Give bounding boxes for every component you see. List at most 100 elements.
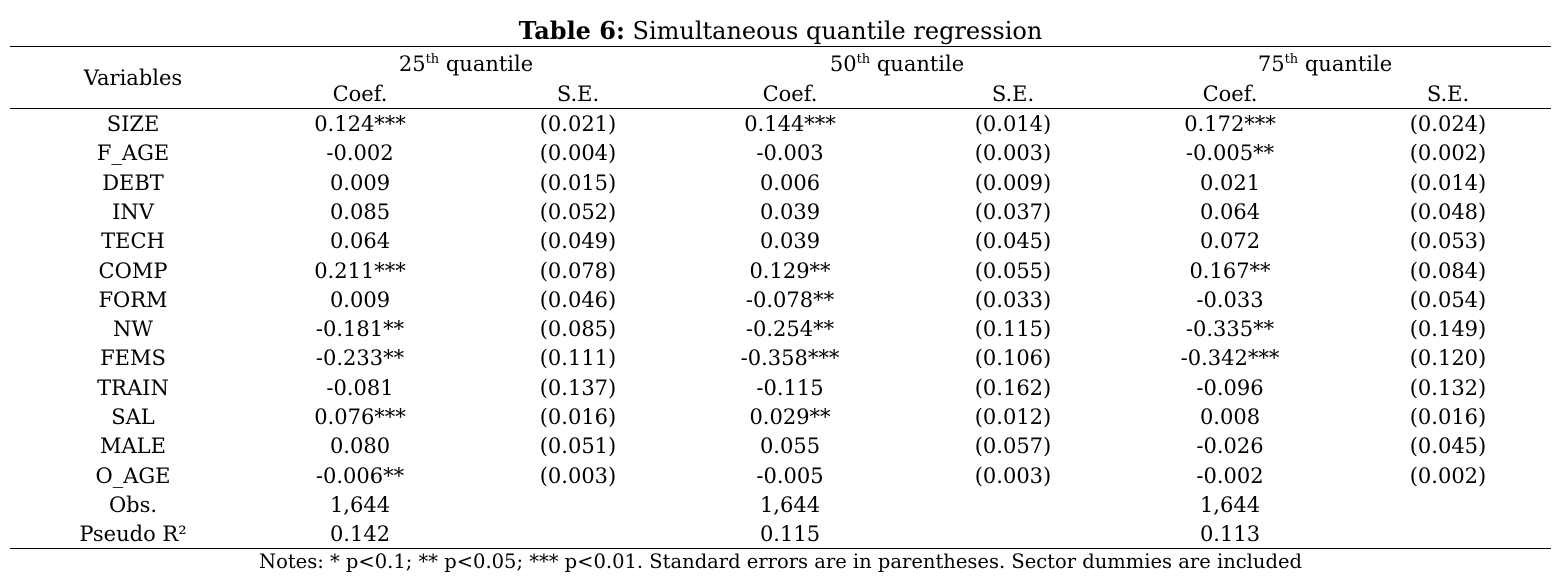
table-notes: Notes: * p<0.1; ** p<0.05; *** p<0.01. S… bbox=[259, 550, 1302, 573]
se-cell: (0.045) bbox=[974, 229, 1052, 254]
coef-cell: 0.009 bbox=[329, 287, 391, 312]
se-cell: (0.052) bbox=[539, 199, 617, 224]
se-cell: (0.120) bbox=[1409, 346, 1487, 371]
coef-cell: -0.096 bbox=[1196, 375, 1264, 400]
coef-cell: 0.076*** bbox=[314, 405, 406, 429]
column-subheader: Coef. bbox=[762, 82, 818, 106]
coef-cell: 1,644 bbox=[1199, 492, 1261, 517]
quantile-label: quantile bbox=[1298, 52, 1393, 76]
coef-cell: 0.039 bbox=[759, 229, 821, 254]
coef-cell: 0.142 bbox=[329, 522, 391, 547]
se-cell: (0.054) bbox=[1409, 287, 1487, 312]
se-cell: (0.106) bbox=[974, 346, 1052, 371]
table-caption: Simultaneous quantile regression bbox=[624, 17, 1043, 45]
coef-cell: 0.211*** bbox=[314, 258, 406, 283]
quantile-ordinal-suffix: th bbox=[1284, 52, 1299, 67]
row-variable: TECH bbox=[101, 229, 165, 254]
se-cell: (0.057) bbox=[974, 434, 1052, 459]
coef-cell: 0.055 bbox=[759, 434, 821, 459]
se-cell: (0.085) bbox=[539, 317, 617, 342]
se-cell: (0.048) bbox=[1409, 199, 1487, 224]
se-cell: (0.002) bbox=[1409, 141, 1487, 166]
quantile-number: 25 bbox=[398, 52, 426, 76]
header-rule bbox=[10, 108, 1551, 109]
coef-cell: 0.064 bbox=[329, 229, 391, 254]
row-variable: DEBT bbox=[102, 170, 164, 195]
se-cell: (0.111) bbox=[539, 346, 617, 371]
coef-cell: 0.039 bbox=[759, 199, 821, 224]
coef-cell: 0.115 bbox=[759, 522, 821, 547]
row-variable: O_AGE bbox=[95, 463, 171, 488]
quantile-header: 50th quantile bbox=[767, 50, 1027, 78]
se-cell: (0.014) bbox=[974, 112, 1052, 136]
quantile-label: quantile bbox=[439, 52, 534, 76]
se-cell bbox=[478, 520, 678, 548]
row-variable: NW bbox=[113, 317, 153, 342]
se-cell: (0.132) bbox=[1409, 375, 1487, 400]
coef-cell: 0.064 bbox=[1199, 199, 1261, 224]
row-variable: SIZE bbox=[106, 112, 160, 136]
se-cell bbox=[1348, 520, 1548, 548]
row-variable: MALE bbox=[100, 434, 166, 459]
se-cell: (0.003) bbox=[974, 463, 1052, 488]
quantile-ordinal-suffix: th bbox=[856, 52, 871, 67]
quantile-header: 25th quantile bbox=[336, 50, 596, 78]
se-cell: (0.002) bbox=[1409, 463, 1487, 488]
row-variable: COMP bbox=[98, 258, 168, 283]
se-cell bbox=[478, 491, 678, 519]
se-cell: (0.009) bbox=[974, 170, 1052, 195]
column-subheader: S.E. bbox=[991, 82, 1035, 106]
coef-cell: -0.358*** bbox=[740, 346, 840, 371]
se-cell: (0.045) bbox=[1409, 434, 1487, 459]
coef-cell: -0.181** bbox=[315, 317, 405, 342]
coef-cell: 0.144*** bbox=[744, 112, 836, 136]
row-variable: Obs. bbox=[108, 492, 158, 517]
se-cell: (0.149) bbox=[1409, 317, 1487, 342]
se-cell: (0.049) bbox=[539, 229, 617, 254]
coef-cell: 0.008 bbox=[1199, 405, 1261, 429]
coef-cell: -0.342*** bbox=[1180, 346, 1280, 371]
se-cell: (0.046) bbox=[539, 287, 617, 312]
coef-cell: 0.167** bbox=[1189, 258, 1271, 283]
coef-cell: 0.085 bbox=[329, 199, 391, 224]
se-cell: (0.033) bbox=[974, 287, 1052, 312]
row-variable: F_AGE bbox=[96, 141, 170, 166]
column-subheader: S.E. bbox=[556, 82, 600, 106]
header-variables: Variables bbox=[83, 66, 183, 90]
row-variable: Pseudo R² bbox=[79, 522, 187, 547]
coef-cell: 0.009 bbox=[329, 170, 391, 195]
coef-cell: 0.021 bbox=[1199, 170, 1261, 195]
coef-cell: -0.005 bbox=[756, 463, 824, 488]
coef-cell: 0.124*** bbox=[314, 112, 406, 136]
coef-cell: -0.005** bbox=[1185, 141, 1275, 166]
bottom-rule bbox=[10, 548, 1551, 549]
coef-cell: -0.002 bbox=[1196, 463, 1264, 488]
column-subheader: S.E. bbox=[1426, 82, 1470, 106]
row-variable: FEMS bbox=[100, 346, 166, 371]
coef-cell: -0.033 bbox=[1196, 287, 1264, 312]
se-cell bbox=[913, 491, 1113, 519]
se-cell: (0.084) bbox=[1409, 258, 1487, 283]
top-rule bbox=[10, 46, 1551, 47]
coef-cell: -0.233** bbox=[315, 346, 405, 371]
se-cell: (0.012) bbox=[974, 405, 1052, 429]
column-subheader: Coef. bbox=[332, 82, 388, 106]
row-variable: INV bbox=[112, 199, 154, 224]
coef-cell: -0.078** bbox=[745, 287, 835, 312]
coef-cell: 0.113 bbox=[1199, 522, 1261, 547]
coef-cell: -0.002 bbox=[326, 141, 394, 166]
se-cell: (0.015) bbox=[539, 170, 617, 195]
se-cell: (0.115) bbox=[974, 317, 1052, 342]
se-cell: (0.016) bbox=[1409, 405, 1487, 429]
quantile-number: 75 bbox=[1257, 52, 1285, 76]
row-variable: SAL bbox=[111, 405, 155, 429]
se-cell bbox=[1348, 491, 1548, 519]
se-cell: (0.051) bbox=[539, 434, 617, 459]
coef-cell: 0.029** bbox=[749, 405, 831, 429]
coef-cell: 1,644 bbox=[329, 492, 391, 517]
coef-cell: -0.006** bbox=[315, 463, 405, 488]
coef-cell: -0.115 bbox=[756, 375, 824, 400]
row-variable: TRAIN bbox=[97, 375, 169, 400]
coef-cell: -0.254** bbox=[745, 317, 835, 342]
coef-cell: 0.129** bbox=[749, 258, 831, 283]
